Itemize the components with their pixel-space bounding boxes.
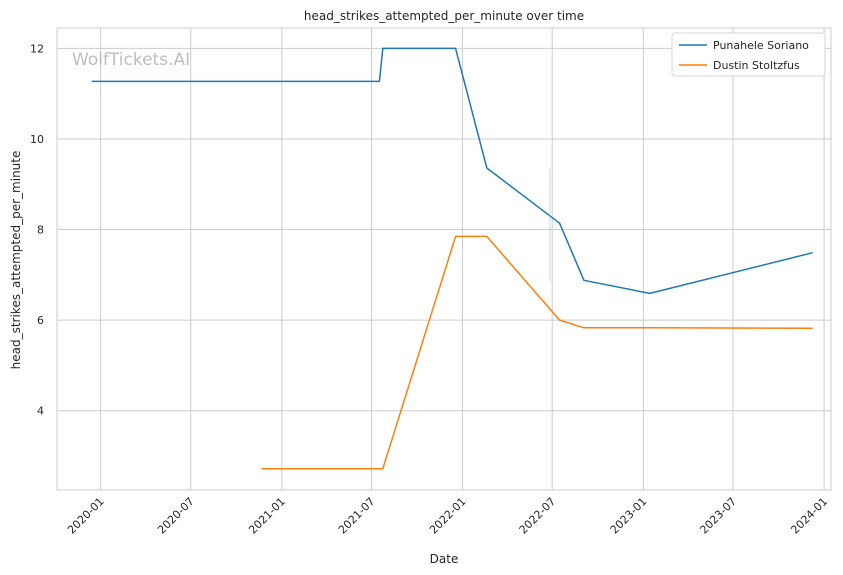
legend: Punahele Soriano Dustin Stoltzfus	[671, 32, 826, 77]
x-axis-label: Date	[430, 552, 459, 566]
watermark: WolfTickets.AI	[72, 50, 190, 70]
y-tick-labels: 4 6 8 10 12	[30, 42, 44, 417]
legend-label-0: Punahele Soriano	[713, 39, 809, 52]
y-axis-label: head_strikes_attempted_per_minute	[9, 151, 23, 370]
y-tick-label: 10	[30, 133, 44, 146]
y-tick-label: 4	[37, 405, 44, 418]
legend-label-1: Dustin Stoltzfus	[713, 59, 800, 72]
legend-box	[671, 32, 826, 77]
plot-frame	[56, 27, 832, 491]
y-tick-label: 8	[37, 224, 44, 237]
y-tick-label: 12	[30, 42, 44, 55]
chart-title: head_strikes_attempted_per_minute over t…	[304, 9, 584, 23]
y-tick-label: 6	[37, 314, 44, 327]
series-layer	[91, 47, 813, 470]
series-line-1	[261, 235, 813, 470]
series-line-0	[91, 47, 813, 295]
